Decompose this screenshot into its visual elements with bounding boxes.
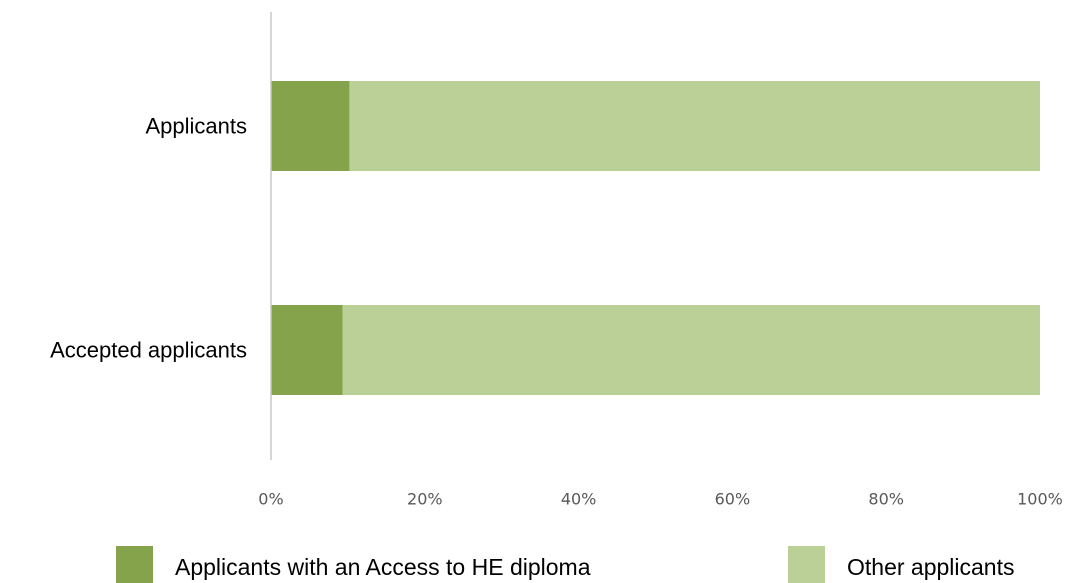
category-label-applicants: Applicants [145, 114, 247, 139]
bar-access-he-accepted-applicants [271, 305, 343, 395]
bar-other-accepted-applicants [342, 305, 1040, 395]
x-tick-label: 40% [561, 490, 597, 509]
bar-access-he-applicants [271, 81, 350, 171]
bar-other-applicants [349, 81, 1040, 171]
category-labels: Applicants Accepted applicants [50, 114, 247, 363]
x-tick-label: 20% [407, 490, 443, 509]
category-label-accepted-applicants: Accepted applicants [50, 338, 247, 363]
legend-swatch-other [788, 546, 825, 583]
x-tick-label: 60% [715, 490, 751, 509]
x-axis-tick-labels: 0% 20% 40% 60% 80% 100% [258, 490, 1063, 509]
legend-label-access-he: Applicants with an Access to HE diploma [175, 554, 591, 580]
legend-swatch-access-he [116, 546, 153, 583]
x-tick-label: 80% [868, 490, 904, 509]
legend-item-access-he: Applicants with an Access to HE diploma [116, 546, 591, 583]
legend-label-other: Other applicants [847, 554, 1014, 580]
x-tick-label: 0% [258, 490, 283, 509]
legend: Applicants with an Access to HE diploma O… [116, 546, 1014, 583]
bars-layer [271, 81, 1040, 395]
legend-item-other: Other applicants [788, 546, 1014, 583]
x-tick-label: 100% [1017, 490, 1063, 509]
